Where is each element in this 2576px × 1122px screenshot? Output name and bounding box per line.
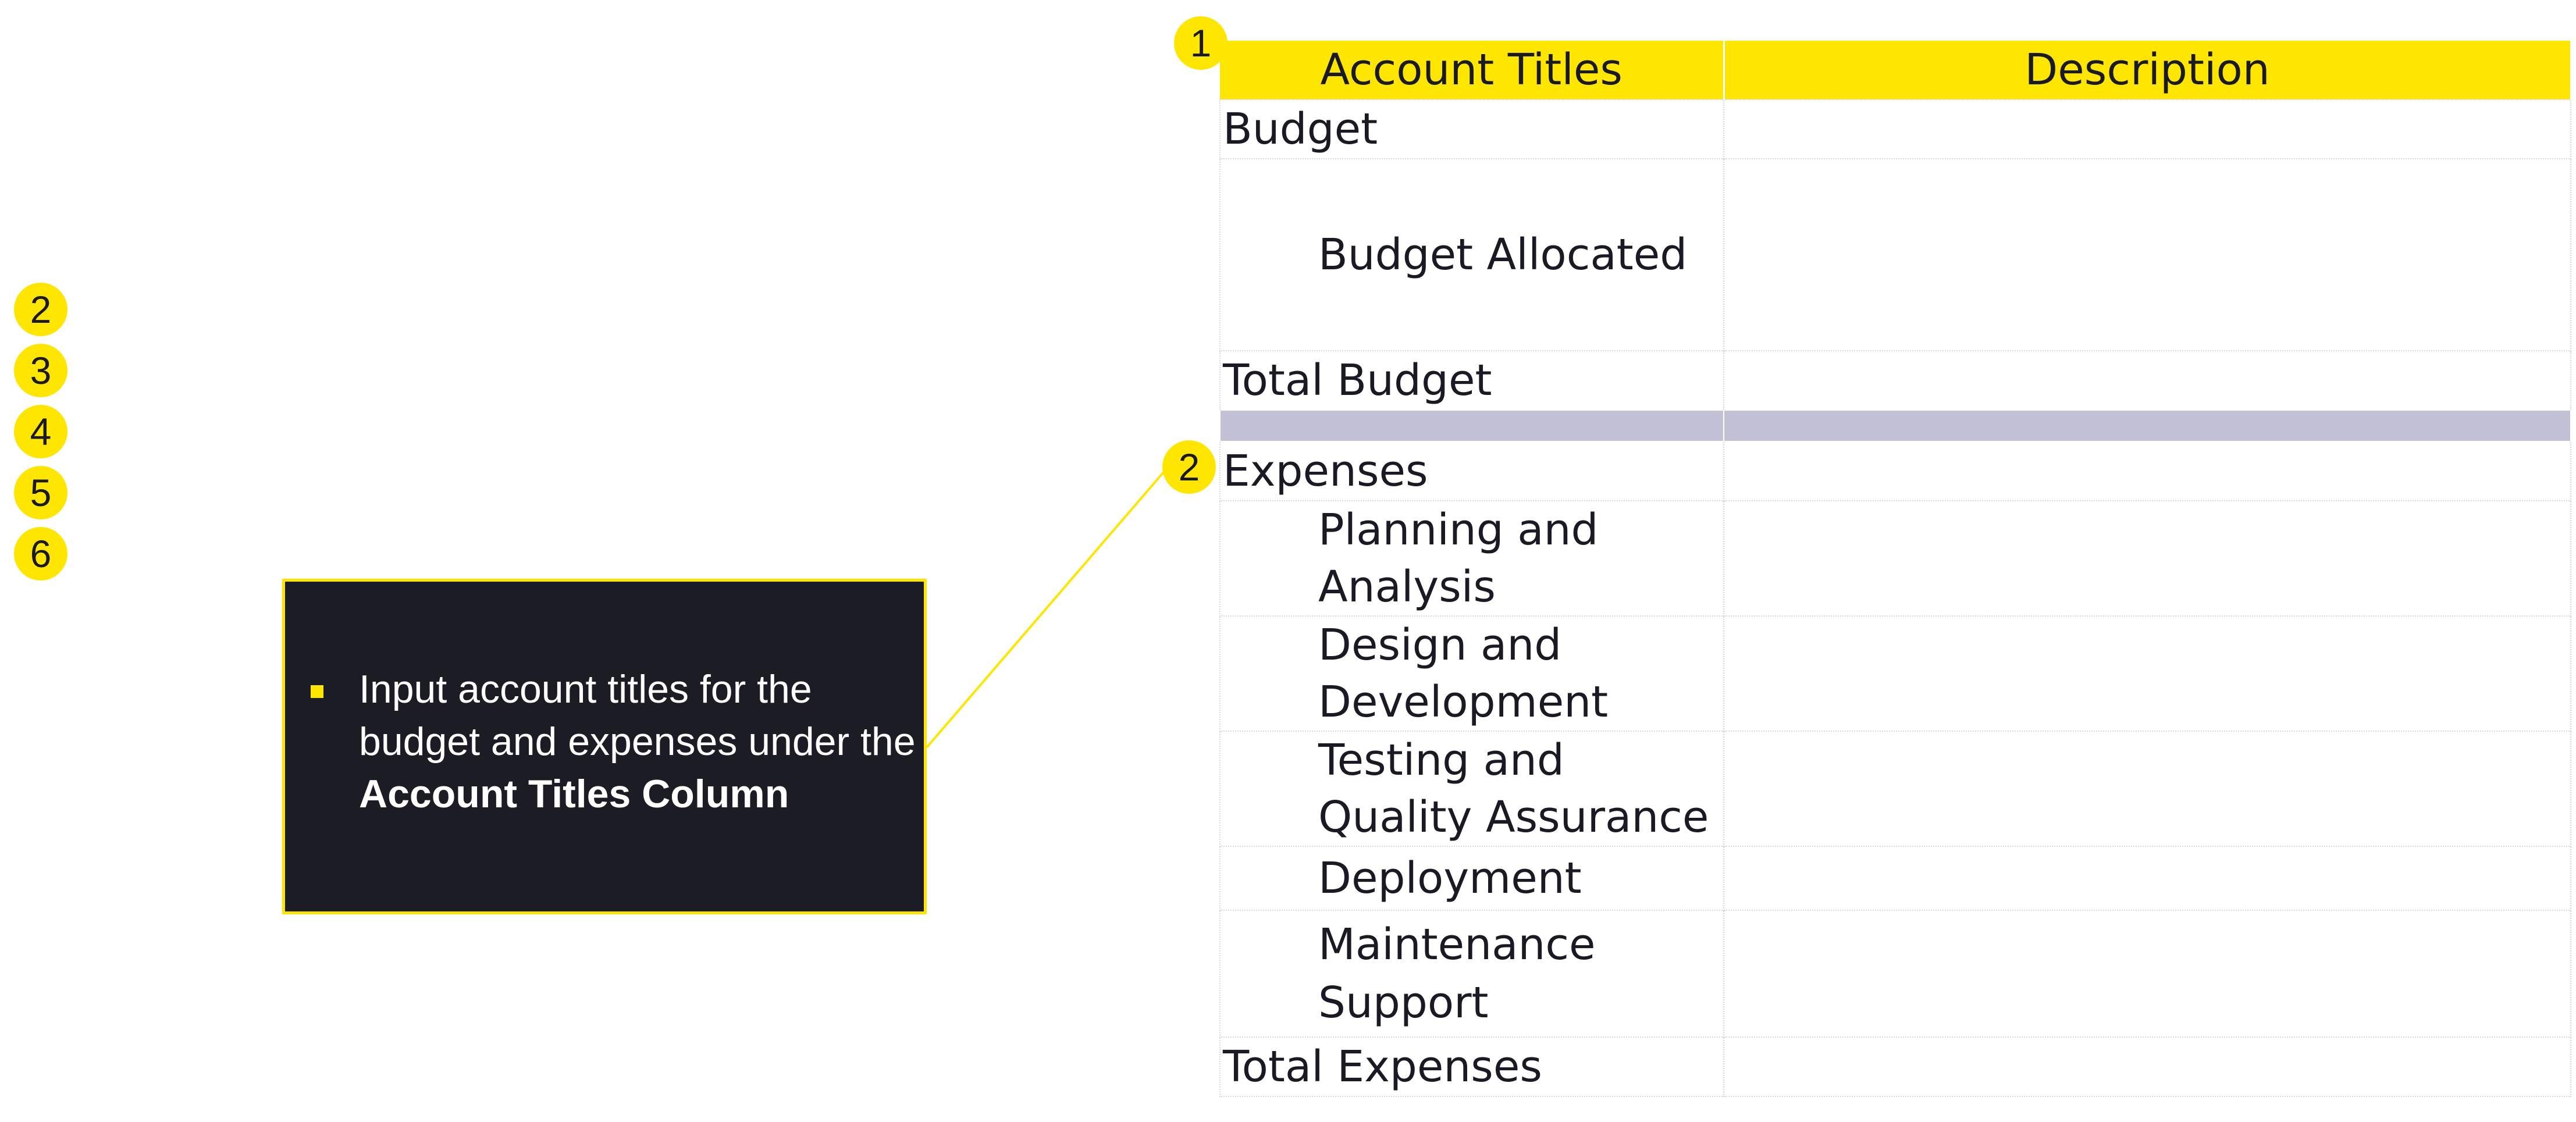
description-cell[interactable] [1723,910,2571,1038]
description-cell[interactable] [1723,99,2571,159]
step-badge-3[interactable]: 3 [14,344,67,397]
total-budget-cell[interactable]: Total Budget [1219,350,1724,411]
description-cell[interactable] [1723,441,2571,501]
expense-item-cell[interactable]: Planning and Analysis [1219,500,1724,617]
spacer-cell [1219,409,1724,442]
table-row: Budget Allocated [1219,158,2571,351]
header-account-titles: Account Titles [1220,41,1725,99]
table-row: Deployment [1219,846,2571,911]
spacer-row [1219,409,2571,442]
total-expenses-cell[interactable]: Total Expenses [1219,1036,1724,1097]
expense-item-cell[interactable]: Testing and Quality Assurance [1219,731,1724,847]
expenses-section-cell[interactable]: Expenses [1219,441,1724,501]
callout-text: Input account titles for the budget and … [359,663,917,820]
table-row: Design and Development [1219,615,2571,732]
budget-table: Account Titles Description Budget Budget… [1219,41,2572,1097]
table-row: Total Expenses [1219,1036,2571,1097]
header-description: Description [1724,41,2572,99]
step-list: 2 3 4 5 6 [14,283,70,588]
marker-badge-header: 1 [1174,16,1227,70]
expense-item-cell[interactable]: Maintenance Support [1219,910,1724,1038]
description-cell[interactable] [1723,158,2571,351]
description-cell[interactable] [1723,615,2571,732]
table-row: Expenses [1219,441,2571,501]
expense-item-cell[interactable]: Deployment [1219,846,1724,911]
step-badge-6[interactable]: 6 [14,527,67,580]
table-header-row: Account Titles Description [1220,41,2572,99]
table-row: Total Budget [1219,350,2571,411]
description-cell[interactable] [1723,846,2571,911]
bullet-icon [311,685,323,698]
instruction-callout: Input account titles for the budget and … [282,579,927,914]
description-cell[interactable] [1723,1036,2571,1097]
step-badge-5[interactable]: 5 [14,466,67,519]
description-cell[interactable] [1723,350,2571,411]
table-row: Testing and Quality Assurance [1219,731,2571,847]
budget-section-cell[interactable]: Budget [1219,99,1724,159]
description-cell[interactable] [1723,731,2571,847]
step-badge-4[interactable]: 4 [14,405,67,458]
marker-badge-expenses: 2 [1162,440,1216,494]
callout-text-prefix: Input account titles for the budget and … [359,667,916,764]
table-row: Budget [1219,99,2571,159]
expense-item-cell[interactable]: Design and Development [1219,615,1724,732]
description-cell[interactable] [1723,500,2571,617]
step-badge-2[interactable]: 2 [14,283,67,336]
spacer-cell [1723,409,2571,442]
budget-allocated-cell[interactable]: Budget Allocated [1219,158,1724,351]
callout-text-bold: Account Titles Column [359,772,789,816]
table-row: Maintenance Support [1219,910,2571,1038]
table-row: Planning and Analysis [1219,500,2571,617]
